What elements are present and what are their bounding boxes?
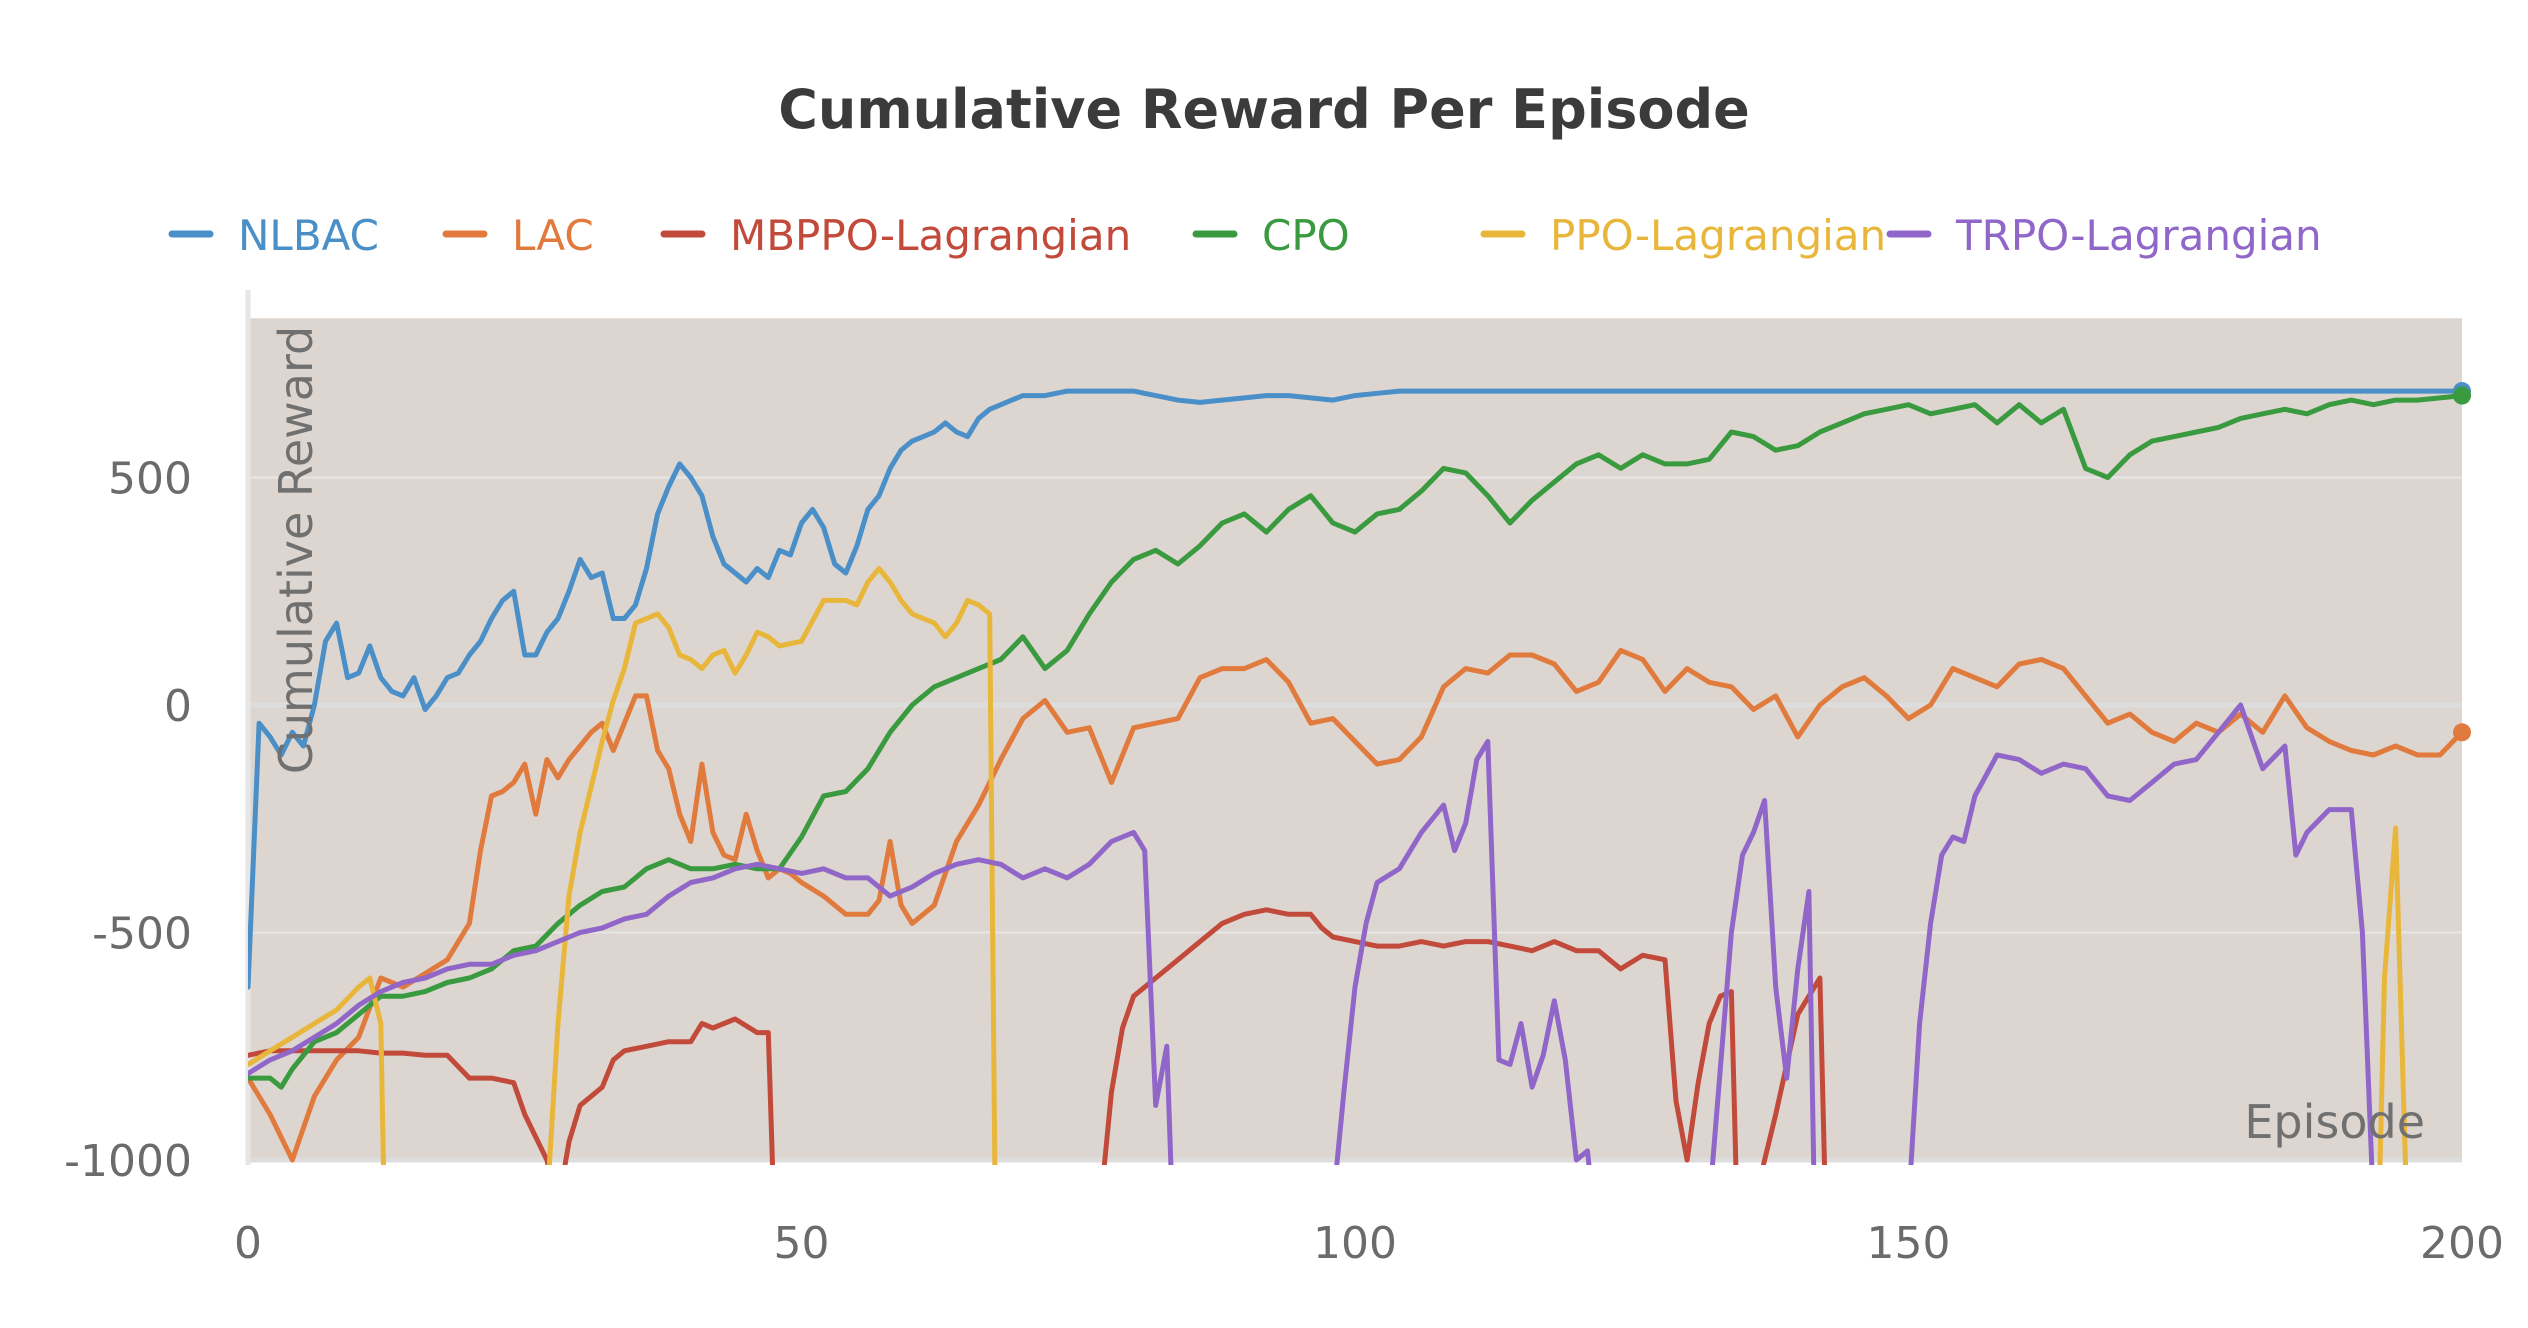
legend-label: CPO [1262, 211, 1350, 260]
legend-item-mbppo-lagrangian[interactable]: MBPPO-Lagrangian [660, 211, 1131, 260]
legend-label: PPO-Lagrangian [1550, 211, 1886, 260]
chart-title: Cumulative Reward Per Episode [778, 78, 1750, 141]
y-axis-ticks: 500 0 -500 -1000 [64, 454, 192, 1188]
legend-label: NLBAC [238, 211, 379, 260]
y-tick-label: 0 [164, 681, 192, 732]
x-tick-label: 100 [1313, 1218, 1397, 1269]
legend-label: TRPO-Lagrangian [1955, 211, 2322, 260]
legend-item-ppo-lagrangian[interactable]: PPO-Lagrangian [1480, 211, 1886, 260]
x-tick-label: 150 [1867, 1218, 1951, 1269]
series-line-mbppo-lagrangian [562, 1016, 776, 1165]
series-line-trpo-lagrangian [1709, 798, 1817, 1165]
grid-lines [245, 290, 2462, 1165]
series-line-ppo-lagrangian [2377, 825, 2409, 1165]
series-line-nlbac [248, 388, 2465, 990]
series-line-trpo-lagrangian [248, 829, 1174, 1165]
y-tick-label: 500 [108, 454, 192, 505]
series-line-ppo-lagrangian [248, 975, 386, 1165]
legend-label: LAC [512, 211, 594, 260]
y-axis-label: Cumulative Reward [269, 326, 323, 774]
x-tick-label: 200 [2420, 1218, 2504, 1269]
series-line-cpo [248, 393, 2465, 1090]
legend-label: MBPPO-Lagrangian [730, 211, 1131, 260]
y-tick-label: -500 [92, 909, 192, 960]
series-line-ppo-lagrangian [546, 566, 998, 1165]
series-line-mbppo-lagrangian [1760, 975, 1828, 1165]
x-axis-ticks: 0 50 100 150 200 [234, 1218, 2504, 1269]
legend-item-cpo[interactable]: CPO [1192, 211, 1350, 260]
x-tick-label: 0 [234, 1218, 262, 1269]
x-tick-label: 50 [774, 1218, 830, 1269]
series-lines [248, 382, 2471, 1165]
series-line-lac [248, 647, 2465, 1163]
y-tick-label: -1000 [64, 1136, 192, 1187]
series-line-trpo-lagrangian [1334, 738, 1592, 1165]
legend-item-lac[interactable]: LAC [442, 211, 594, 260]
legend-item-nlbac[interactable]: NLBAC [168, 211, 379, 260]
legend-item-trpo-lagrangian[interactable]: TRPO-Lagrangian [1886, 211, 2322, 260]
series-endpoint-cpo [2453, 386, 2471, 405]
series-endpoint-lac [2453, 723, 2471, 742]
series-line-mbppo-lagrangian [1101, 907, 1739, 1165]
legend: NLBAC LAC MBPPO-Lagrangian CPO PPO-Lagrangia… [168, 211, 2322, 260]
series-line-trpo-lagrangian [1908, 702, 2375, 1165]
series-line-mbppo-lagrangian [248, 1048, 551, 1165]
x-axis-label: Episode [2244, 1095, 2425, 1149]
